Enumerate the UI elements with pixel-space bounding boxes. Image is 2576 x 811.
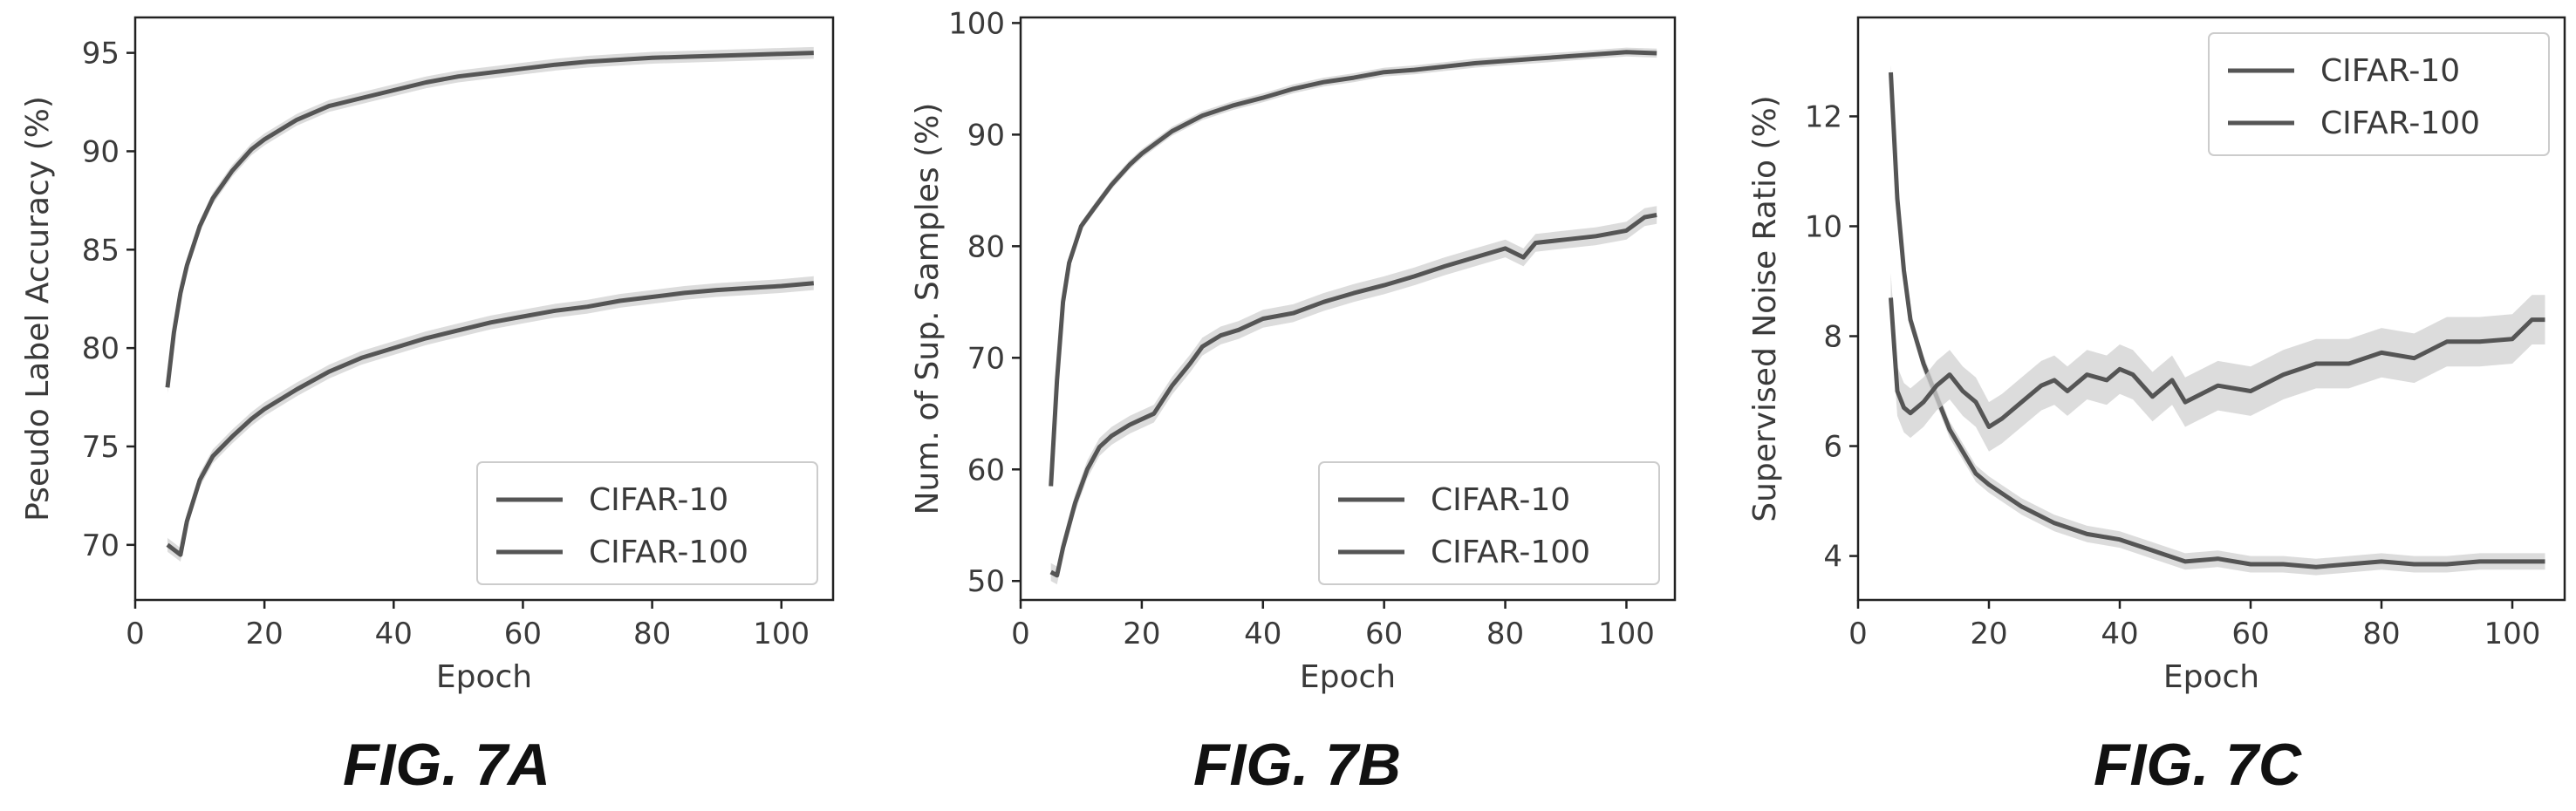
x-tick-label: 0 — [1848, 617, 1868, 651]
y-tick-label: 60 — [967, 453, 1005, 487]
y-axis-label: Pseudo Label Accuracy (%) — [20, 96, 56, 521]
x-tick-label: 100 — [753, 617, 810, 651]
series-line-2 — [166, 281, 815, 557]
y-axis-label: Num. of Sup. Samples (%) — [910, 103, 946, 515]
chart-panel-3: 0 20 40 60 80 100 4 6 8 10 12 Epoch Supervised Noise… — [1747, 16, 2566, 695]
legend-label-2: CIFAR-100 — [1431, 535, 1590, 570]
x-tick-label: 80 — [633, 617, 671, 651]
chart-panel-1: 0 20 40 60 80 100 70 75 80 85 90 95 Epoch Pseudo Labe… — [20, 16, 835, 695]
legend: CIFAR-10 CIFAR-100 — [476, 461, 818, 585]
y-tick-label: 85 — [82, 233, 120, 268]
series-line-2 — [1049, 213, 1657, 578]
y-tick-label: 90 — [967, 118, 1005, 153]
legend-label-1: CIFAR-10 — [2320, 53, 2460, 89]
series-band-2 — [1890, 273, 2545, 452]
y-tick-label: 10 — [1805, 209, 1842, 244]
legend: CIFAR-10 CIFAR-100 — [1318, 461, 1660, 585]
y-tick-label: 12 — [1805, 99, 1842, 134]
series-line-2 — [1889, 297, 2545, 429]
chart-panel-2: 0 20 40 60 80 100 50 60 70 80 90 100 Epoch Num. of Su… — [910, 6, 1677, 695]
x-tick-label: 0 — [126, 617, 145, 651]
x-tick-label: 40 — [375, 617, 413, 651]
y-tick-label: 80 — [82, 331, 120, 366]
series-band-2 — [1050, 206, 1657, 585]
x-tick-label: 80 — [2362, 617, 2400, 651]
y-tick-label: 50 — [967, 564, 1005, 599]
series-line-1 — [1049, 50, 1657, 487]
x-tick-label: 100 — [1598, 617, 1655, 651]
y-tick-label: 95 — [82, 37, 120, 72]
y-tick-label: 70 — [82, 528, 120, 563]
y-axis-label: Supervised Noise Ratio (%) — [1747, 95, 1783, 521]
y-tick-label: 80 — [967, 229, 1005, 264]
x-tick-label: 20 — [246, 617, 284, 651]
figure-caption-7c: FIG. 7C — [2094, 732, 2302, 798]
x-tick-label: 20 — [1970, 617, 2007, 651]
x-tick-label: 60 — [1365, 617, 1403, 651]
legend-label-1: CIFAR-10 — [1431, 482, 1570, 518]
legend-label-2: CIFAR-100 — [2320, 106, 2480, 141]
y-tick-label: 90 — [82, 134, 120, 169]
y-tick-label: 4 — [1823, 540, 1842, 575]
y-tick-label: 75 — [82, 430, 120, 465]
x-tick-label: 40 — [1244, 617, 1281, 651]
legend: CIFAR-10 CIFAR-100 — [2208, 32, 2550, 156]
x-tick-label: 0 — [1011, 617, 1030, 651]
x-tick-label: 40 — [2101, 617, 2138, 651]
x-axis-label: Epoch — [1300, 659, 1396, 695]
x-tick-label: 60 — [504, 617, 542, 651]
legend-label-1: CIFAR-10 — [589, 482, 728, 518]
series-band-1 — [167, 46, 814, 394]
figure-caption-7a: FIG. 7A — [343, 732, 551, 798]
legend-label-2: CIFAR-100 — [589, 535, 748, 570]
y-tick-label: 100 — [948, 6, 1005, 41]
x-axis-label: Epoch — [436, 659, 532, 695]
figure-caption-7b: FIG. 7B — [1193, 732, 1402, 798]
x-tick-label: 80 — [1486, 617, 1524, 651]
y-tick-label: 6 — [1823, 430, 1842, 465]
plot-frame — [1856, 16, 2566, 602]
y-tick-label: 8 — [1823, 320, 1842, 355]
plot-frame — [133, 16, 835, 602]
series-line-1 — [165, 51, 814, 388]
x-tick-label: 100 — [2484, 617, 2541, 651]
x-tick-label: 60 — [2231, 617, 2269, 651]
x-axis-label: Epoch — [2163, 659, 2259, 695]
x-tick-label: 20 — [1123, 617, 1160, 651]
y-tick-label: 70 — [967, 341, 1005, 376]
plot-frame — [1019, 16, 1677, 602]
